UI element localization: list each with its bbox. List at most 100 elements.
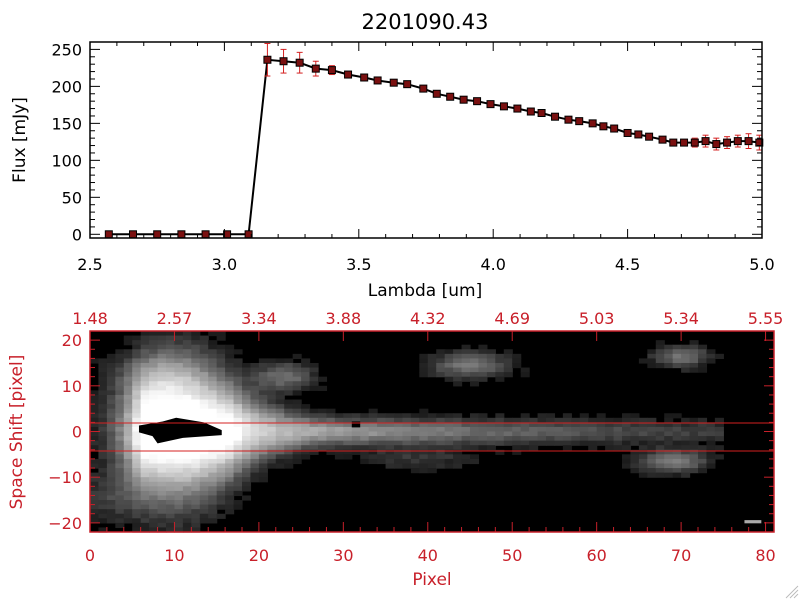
image-pixel [470, 353, 480, 360]
image-pixel [453, 413, 463, 419]
image-pixel [166, 458, 176, 465]
image-pixel [258, 440, 268, 446]
image-pixel [436, 454, 446, 460]
image-pixel [689, 445, 699, 451]
image-pixel [419, 445, 429, 451]
image-pixel [672, 449, 682, 455]
image-pixel [182, 367, 192, 373]
image-pixel [622, 458, 632, 465]
image-pixel [284, 436, 294, 442]
image-pixel [90, 490, 100, 497]
image-pixel [123, 362, 133, 369]
image-pixel [191, 372, 201, 378]
image-pixel [588, 440, 598, 446]
resize-grip-icon[interactable] [785, 585, 799, 599]
image-pixel [115, 509, 125, 515]
image-pixel [554, 436, 564, 442]
image-pixel [115, 362, 125, 369]
image-pixel [672, 436, 682, 442]
image-pixel [436, 436, 446, 442]
image-pixel [199, 362, 209, 369]
image-pixel [478, 376, 488, 382]
image-pixel [250, 367, 260, 373]
image-pixel [199, 445, 209, 451]
image-pixel [334, 445, 344, 451]
image-pixel [166, 449, 176, 455]
image-pixel [562, 422, 572, 428]
image-pixel [199, 399, 209, 405]
image-pixel [106, 385, 116, 391]
image-pixel [174, 367, 184, 373]
image-pixel [394, 436, 404, 442]
image-pixel [157, 385, 167, 391]
image-pixel [132, 372, 142, 378]
image-pixel [191, 458, 201, 465]
image-pixel [233, 436, 243, 442]
image-pixel [225, 394, 235, 401]
image-pixel [132, 513, 142, 519]
image-pixel [250, 431, 260, 437]
image-pixel [132, 340, 142, 346]
image-pixel [115, 513, 125, 519]
image-pixel [90, 436, 100, 442]
image-pixel [275, 408, 285, 414]
image-pixel [115, 413, 125, 419]
image-pixel [368, 445, 378, 451]
image-pixel [166, 518, 176, 524]
image-pixel [199, 340, 209, 346]
image-pixel [579, 436, 589, 442]
image-pixel [174, 500, 184, 506]
image-pixel [149, 404, 159, 410]
image-pixel [132, 353, 142, 360]
image-pixel [208, 404, 218, 410]
image-pixel [191, 385, 201, 391]
image-pixel [140, 394, 150, 401]
image-pixel [233, 449, 243, 455]
image-pixel [275, 426, 285, 433]
image-pixel [149, 518, 159, 524]
image-pixel [503, 349, 513, 355]
image-pixel [664, 458, 674, 465]
image-pixel [123, 490, 133, 497]
image-pixel [199, 500, 209, 506]
image-pixel [208, 399, 218, 405]
image-pixel [106, 404, 116, 410]
image-pixel [613, 431, 623, 437]
image-pixel [250, 458, 260, 465]
image-pixel [309, 376, 319, 382]
image-pixel [123, 353, 133, 360]
image-pixel [267, 399, 277, 405]
data-point [744, 137, 753, 146]
image-pixel [681, 431, 691, 437]
image-pixel [453, 358, 463, 364]
data-point [669, 138, 678, 147]
image-pixel [225, 500, 235, 506]
image-pixel [132, 426, 142, 433]
image-pixel [647, 422, 657, 428]
image-pixel [309, 426, 319, 433]
image-pixel [579, 413, 589, 419]
image-pixel [149, 399, 159, 405]
image-pixel [199, 344, 209, 350]
image-pixel [115, 372, 125, 378]
image-pixel [655, 349, 665, 355]
image-pixel [140, 372, 150, 378]
image-pixel [520, 436, 530, 442]
image-pixel [242, 362, 252, 369]
image-pixel [638, 458, 648, 465]
x-tick-label: 20 [249, 546, 269, 565]
image-pixel [486, 426, 496, 433]
image-pixel [123, 500, 133, 506]
image-pixel [301, 436, 311, 442]
image-pixel [427, 422, 437, 428]
image-pixel [495, 376, 505, 382]
image-pixel [182, 458, 192, 465]
image-pixel [343, 417, 353, 423]
image-pixel [638, 358, 648, 364]
image-pixel [157, 358, 167, 364]
image-pixel [706, 431, 716, 437]
image-pixel [689, 458, 699, 465]
image-pixel [250, 385, 260, 391]
image-pixel [115, 417, 125, 423]
image-pixel [444, 445, 454, 451]
